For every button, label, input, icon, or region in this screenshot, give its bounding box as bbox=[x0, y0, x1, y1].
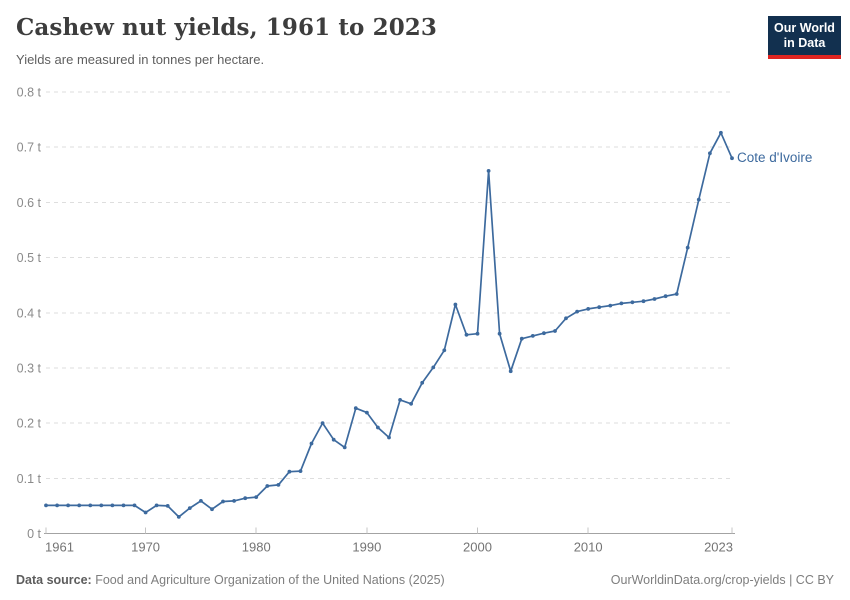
x-tick-label: 2000 bbox=[463, 540, 492, 555]
data-point[interactable] bbox=[453, 302, 458, 307]
data-point[interactable] bbox=[66, 503, 70, 508]
data-point[interactable] bbox=[442, 348, 447, 353]
data-point[interactable] bbox=[309, 441, 314, 446]
data-point[interactable] bbox=[121, 503, 126, 508]
data-point[interactable] bbox=[353, 406, 358, 411]
data-point[interactable] bbox=[376, 425, 380, 430]
page-title: Cashew nut yields, 1961 to 2023 bbox=[16, 14, 438, 41]
data-point[interactable] bbox=[254, 495, 259, 499]
y-tick-label: 0.6 t bbox=[17, 196, 42, 210]
gridlines bbox=[44, 91, 735, 534]
data-point[interactable] bbox=[398, 398, 402, 402]
data-point[interactable] bbox=[674, 292, 679, 296]
series-path[interactable] bbox=[45, 131, 733, 518]
y-tick-label: 0.4 t bbox=[17, 306, 42, 320]
data-point[interactable] bbox=[55, 503, 59, 508]
data-point[interactable] bbox=[365, 410, 369, 415]
data-point[interactable] bbox=[564, 316, 568, 321]
owid-logo-line2: in Data bbox=[783, 36, 826, 50]
data-point[interactable] bbox=[44, 503, 48, 508]
data-point[interactable] bbox=[199, 499, 203, 503]
data-point[interactable] bbox=[486, 169, 491, 173]
x-tick-label: 1970 bbox=[131, 540, 160, 555]
data-point[interactable] bbox=[685, 245, 690, 250]
x-tick-label: 1990 bbox=[352, 540, 381, 555]
data-point[interactable] bbox=[243, 496, 248, 501]
data-point[interactable] bbox=[619, 301, 624, 306]
data-source-note: Data source: Food and Agriculture Organi… bbox=[16, 573, 445, 587]
data-point[interactable] bbox=[132, 503, 137, 508]
data-point[interactable] bbox=[464, 332, 469, 337]
x-tick-label: 1980 bbox=[242, 540, 271, 555]
data-point[interactable] bbox=[497, 331, 502, 336]
data-source-text: Food and Agriculture Organization of the… bbox=[91, 573, 445, 587]
data-point[interactable] bbox=[652, 297, 657, 301]
data-point[interactable] bbox=[320, 421, 325, 425]
data-point[interactable] bbox=[110, 503, 115, 508]
data-point[interactable] bbox=[575, 309, 579, 314]
data-point[interactable] bbox=[331, 437, 336, 442]
data-point[interactable] bbox=[176, 515, 181, 519]
owid-logo-line1: Our World bbox=[774, 21, 835, 35]
data-point[interactable] bbox=[77, 503, 82, 508]
data-point[interactable] bbox=[519, 336, 524, 341]
y-tick-label: 0.2 t bbox=[17, 417, 42, 431]
y-tick-label: 0.8 t bbox=[17, 86, 42, 100]
page-subtitle: Yields are measured in tonnes per hectar… bbox=[16, 52, 265, 67]
data-point[interactable] bbox=[276, 483, 281, 487]
data-point[interactable] bbox=[608, 303, 613, 308]
data-point[interactable] bbox=[630, 300, 635, 305]
data-point[interactable] bbox=[265, 484, 270, 488]
data-point[interactable] bbox=[641, 299, 646, 304]
data-point[interactable] bbox=[663, 294, 668, 299]
data-point[interactable] bbox=[143, 510, 148, 515]
data-point[interactable] bbox=[431, 365, 436, 370]
y-tick-label: 0 t bbox=[27, 527, 41, 541]
data-point[interactable] bbox=[508, 369, 513, 374]
y-axis-labels: 0 t 0.1 t 0.2 t 0.3 t 0.4 t 0.5 t 0.6 t 0.7 t 0.… bbox=[17, 86, 42, 542]
data-point[interactable] bbox=[232, 499, 237, 503]
data-point[interactable] bbox=[342, 445, 347, 450]
series-label-cote-divoire[interactable]: Cote d'Ivoire bbox=[737, 150, 813, 165]
series-line-cote-divoire[interactable] bbox=[45, 131, 733, 518]
y-tick-label: 0.3 t bbox=[17, 361, 42, 375]
y-tick-label: 0.5 t bbox=[17, 251, 42, 265]
data-point[interactable] bbox=[708, 151, 712, 156]
x-tick-label: 2023 bbox=[704, 540, 733, 555]
data-point[interactable] bbox=[586, 307, 591, 311]
data-point[interactable] bbox=[287, 469, 292, 474]
x-axis: 1961 1970 1980 1990 2000 2010 2023 bbox=[45, 527, 733, 555]
data-point[interactable] bbox=[553, 329, 557, 333]
data-point[interactable] bbox=[409, 401, 413, 406]
data-point[interactable] bbox=[719, 130, 723, 135]
x-tick-label: 2010 bbox=[574, 540, 603, 555]
data-point[interactable] bbox=[298, 469, 303, 473]
data-point[interactable] bbox=[165, 504, 170, 508]
data-point[interactable] bbox=[730, 156, 734, 161]
data-point[interactable] bbox=[530, 334, 535, 338]
data-point[interactable] bbox=[387, 435, 391, 440]
owid-logo[interactable]: Our World in Data bbox=[768, 16, 841, 59]
y-tick-label: 0.7 t bbox=[17, 141, 42, 155]
data-point[interactable] bbox=[99, 503, 104, 508]
data-point[interactable] bbox=[475, 331, 480, 336]
data-source-label: Data source: bbox=[16, 573, 92, 587]
data-point[interactable] bbox=[187, 506, 192, 510]
data-point[interactable] bbox=[420, 380, 425, 385]
data-points[interactable] bbox=[44, 130, 734, 519]
data-point[interactable] bbox=[221, 499, 225, 504]
data-point[interactable] bbox=[88, 503, 93, 508]
data-point[interactable] bbox=[154, 503, 159, 508]
data-point[interactable] bbox=[542, 331, 546, 336]
x-tick-label: 1961 bbox=[45, 540, 74, 555]
data-point[interactable] bbox=[210, 507, 214, 512]
credit-link[interactable]: OurWorldinData.org/crop-yields | CC BY bbox=[610, 573, 834, 587]
y-tick-label: 0.1 t bbox=[17, 472, 42, 486]
data-point[interactable] bbox=[597, 305, 602, 310]
data-point[interactable] bbox=[696, 197, 701, 202]
